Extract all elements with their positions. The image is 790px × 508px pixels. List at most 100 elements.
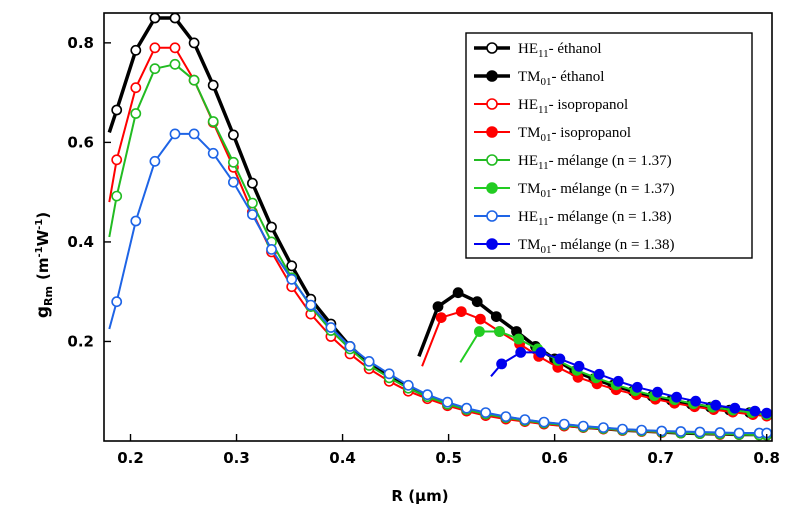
legend-label-rest: - mélange (n = 1.37) (549, 153, 672, 169)
data-point (286, 273, 298, 285)
y-axis-label-mid: W (34, 229, 52, 246)
legend-entry-6: TM01- mélange (n = 1.37) (474, 181, 675, 200)
data-point (480, 407, 492, 418)
legend-marker (486, 98, 498, 110)
data-point (577, 420, 589, 432)
data-point (636, 424, 647, 436)
x-tick-label: 0.6 (541, 449, 568, 467)
legend-label-sub: 01 (541, 244, 552, 256)
legend-label: TM01- éthanol (518, 69, 604, 88)
legend-entry-3: HE11- isopropanol (474, 97, 628, 116)
data-point (227, 129, 239, 141)
series-7 (108, 128, 773, 439)
data-point (111, 154, 123, 166)
data-point (515, 346, 527, 358)
legend-label-main: TM (518, 237, 541, 253)
legend-entry-4: TM01- isopropanol (474, 125, 631, 144)
data-point (207, 147, 219, 159)
data-point (188, 128, 200, 140)
x-tick-label: 0.2 (117, 449, 144, 467)
y-tick-label: 0.2 (67, 332, 94, 350)
data-point (490, 311, 502, 322)
data-point (474, 313, 486, 325)
data-point (421, 389, 433, 401)
legend-marker (486, 182, 498, 194)
data-point (538, 416, 550, 428)
data-point (432, 301, 444, 312)
data-point (169, 42, 181, 54)
legend-label-main: TM (518, 125, 541, 141)
y-axis-label-units: (m (34, 258, 52, 281)
legend-label-sub: 11 (538, 160, 549, 172)
data-point (598, 422, 609, 433)
x-tick-label: 0.3 (223, 449, 250, 467)
legend-label-rest: - éthanol (552, 69, 605, 85)
x-tick-label: 0.7 (647, 449, 674, 467)
data-point (111, 104, 123, 116)
legend-label-sub: 11 (538, 48, 549, 60)
legend-label: TM01- mélange (n = 1.38) (518, 237, 675, 256)
data-point (461, 402, 472, 414)
x-tick-label: 0.5 (435, 449, 462, 467)
data-point (246, 209, 258, 220)
legend-label-sub: 01 (541, 132, 552, 144)
data-point (246, 177, 258, 189)
data-point (452, 287, 464, 299)
legend-label: HE11- isopropanol (518, 97, 628, 116)
axes-layer: 0.2 0.3 0.4 0.5 0.6 0.7 0.8 0.2 0.4 0.6 0.8 (67, 34, 780, 467)
legend-marker (486, 70, 498, 82)
data-point (111, 296, 123, 308)
data-point (690, 395, 702, 407)
data-point (344, 340, 356, 352)
data-point (558, 418, 570, 430)
legend-label-sub: 01 (541, 188, 552, 200)
y-tick-label: 0.6 (67, 133, 94, 151)
data-point (573, 360, 585, 372)
legend-label: TM01- isopropanol (518, 125, 631, 144)
data-point (149, 42, 161, 54)
data-point (675, 426, 687, 437)
legend-label-main: HE (518, 153, 538, 169)
data-point (519, 414, 531, 425)
data-point (130, 44, 142, 56)
data-point (671, 391, 682, 403)
plot-frame (103, 12, 773, 442)
data-point (612, 375, 624, 387)
data-point (149, 12, 161, 24)
legend-label-rest: - isopropanol (549, 97, 629, 113)
data-point (554, 353, 566, 365)
data-point (652, 386, 663, 398)
data-point (402, 379, 414, 391)
legend-label-rest: - mélange (n = 1.38) (552, 237, 675, 253)
data-point (631, 381, 643, 393)
legend-marker (486, 126, 498, 138)
legend-label: TM01- mélange (n = 1.37) (518, 181, 675, 200)
data-point (656, 425, 668, 437)
legend-label-rest: - isopropanol (552, 125, 632, 141)
legend-label-sub: 01 (541, 76, 552, 88)
data-point (363, 355, 375, 367)
legend-label-rest: - mélange (n = 1.38) (549, 209, 672, 225)
data-point (227, 176, 239, 188)
legend-label-main: TM (518, 69, 541, 85)
data-point (149, 155, 161, 167)
y-axis-label-sub: Rm (42, 286, 55, 306)
data-point (749, 405, 761, 417)
data-point (169, 12, 181, 24)
legend-entry-7: HE11- mélange (n = 1.38) (474, 209, 672, 228)
data-point (305, 299, 317, 311)
y-axis-label-exp1: -1 (34, 246, 45, 257)
data-point (246, 197, 258, 209)
legend-label-main: HE (518, 209, 538, 225)
legend-label-rest: - mélange (n = 1.37) (552, 181, 675, 197)
legend-label-rest: - éthanol (549, 41, 602, 57)
data-point (761, 407, 773, 419)
data-point (169, 128, 181, 140)
data-point (188, 74, 200, 86)
data-point (130, 108, 142, 119)
data-point (130, 215, 142, 227)
legend-label-sub: 11 (538, 104, 549, 116)
y-tick-label: 0.8 (67, 34, 94, 52)
